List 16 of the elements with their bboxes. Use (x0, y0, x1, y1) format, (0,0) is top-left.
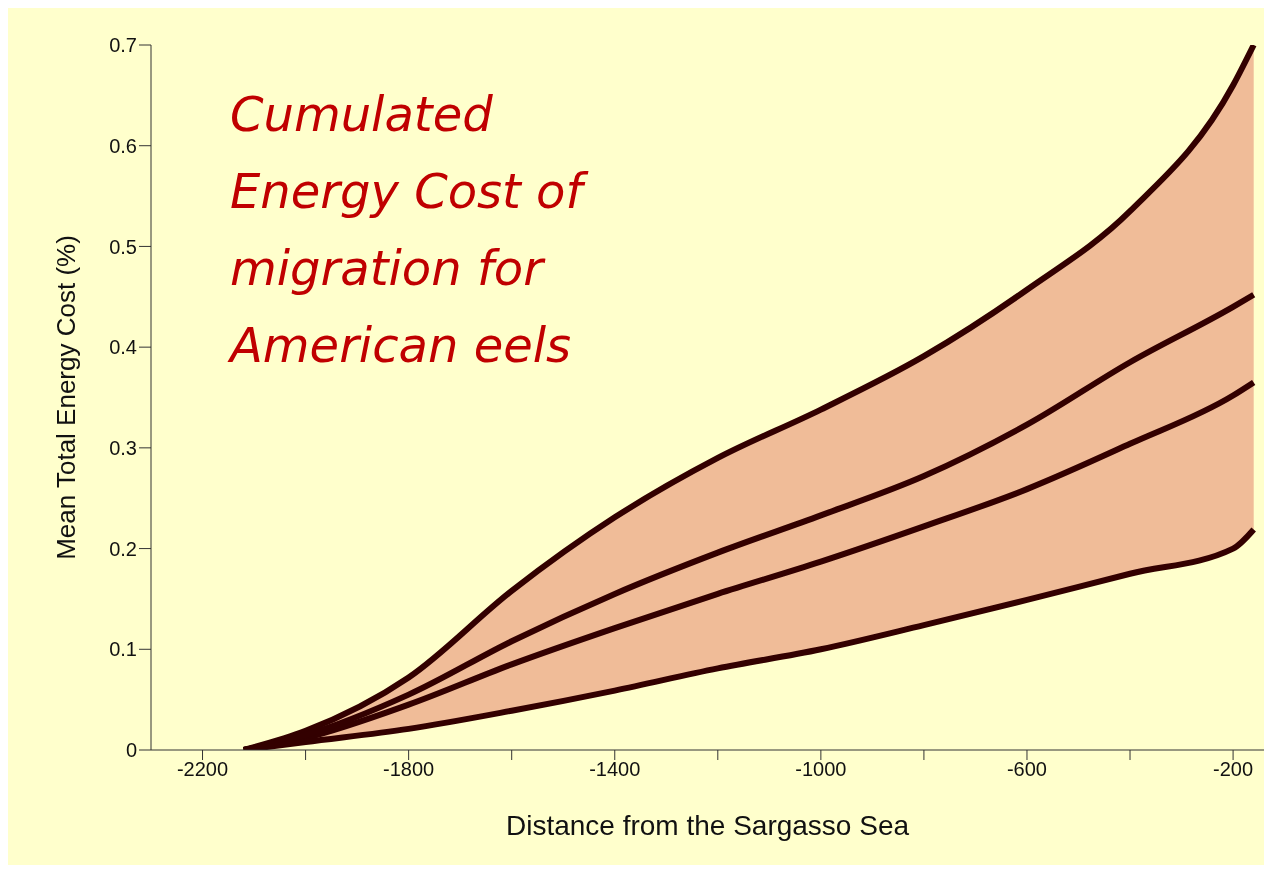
y-tick-label: 0.5 (109, 235, 137, 258)
y-tick-label: 0.6 (109, 134, 137, 157)
x-tick-label: -1000 (795, 758, 847, 781)
x-tick-label: -200 (1213, 758, 1254, 781)
x-tick-label: -600 (1006, 758, 1047, 781)
x-tick-label: -1800 (383, 758, 435, 781)
x-tick-label: -1400 (589, 758, 641, 781)
x-axis-title: Distance from the Sargasso Sea (505, 810, 910, 841)
x-tick-label: -2200 (176, 758, 229, 781)
y-tick-label: 0.4 (109, 336, 137, 359)
y-tick-label: 0.3 (109, 436, 137, 459)
y-tick-label: 0.2 (109, 537, 137, 560)
y-tick-label: 0 (125, 739, 137, 762)
y-tick-label: 0.7 (109, 34, 137, 57)
y-axis-title: Mean Total Energy Cost (%) (51, 235, 82, 560)
y-tick-label: 0.1 (109, 638, 137, 661)
